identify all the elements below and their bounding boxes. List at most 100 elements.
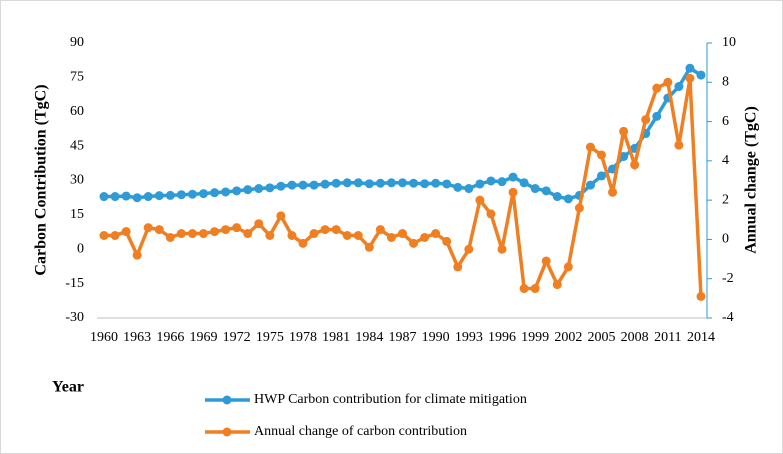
point	[585, 180, 595, 190]
point	[630, 160, 640, 170]
point	[199, 229, 208, 239]
legend-label: Annual change of carbon contribution	[254, 424, 467, 439]
point	[298, 238, 308, 248]
point	[121, 191, 131, 201]
point	[541, 186, 551, 196]
point	[254, 184, 264, 194]
x-tick-label: 1972	[223, 330, 251, 345]
point	[519, 178, 529, 188]
point	[497, 244, 507, 254]
point	[132, 193, 142, 203]
point	[132, 250, 142, 260]
point	[165, 232, 175, 242]
point	[298, 180, 308, 190]
point	[110, 231, 120, 240]
y2-tick-label: 6	[722, 114, 729, 129]
point	[375, 178, 385, 188]
y2-tick-label: 10	[722, 35, 736, 50]
x-tick-label: 2008	[621, 330, 649, 345]
y-tick-label: 45	[70, 138, 84, 153]
point	[320, 179, 330, 189]
point	[641, 115, 651, 125]
y-tick-label: 90	[70, 35, 84, 50]
point	[187, 189, 197, 199]
x-tick-label: 1987	[389, 330, 417, 345]
point	[176, 229, 186, 239]
point	[608, 187, 618, 197]
y-tick-label: 15	[70, 207, 84, 222]
point	[442, 236, 452, 246]
point	[420, 232, 430, 242]
point	[508, 172, 518, 182]
x-tick-label: 1978	[289, 330, 317, 345]
point	[398, 229, 407, 239]
x-tick-label: 1999	[521, 330, 549, 345]
point	[121, 227, 131, 237]
x-tick-label: 2011	[654, 330, 681, 345]
point	[221, 187, 231, 197]
y-axis-label: Carbon Contribution (TgC)	[33, 84, 50, 275]
x-tick-label: 1990	[422, 330, 450, 345]
point	[276, 211, 286, 221]
point	[453, 182, 463, 192]
point	[497, 177, 507, 187]
y2-tick-label: -2	[722, 271, 734, 286]
point	[442, 179, 452, 189]
point	[143, 223, 153, 233]
point	[276, 181, 286, 191]
point	[508, 187, 518, 197]
y-tick-label: -30	[65, 310, 84, 325]
point	[353, 231, 363, 240]
point	[199, 189, 208, 199]
point	[99, 192, 109, 202]
x-tick-label: 2014	[687, 330, 715, 345]
y2-tick-label: 0	[722, 232, 729, 247]
point	[99, 231, 109, 240]
x-tick-label: 1969	[190, 330, 218, 345]
point	[221, 225, 231, 235]
point	[287, 231, 297, 240]
legend-marker	[222, 395, 232, 405]
point	[696, 70, 706, 80]
point	[585, 142, 595, 152]
point	[287, 180, 297, 190]
y-tick-label: 60	[70, 104, 84, 119]
point	[464, 184, 474, 194]
point	[342, 231, 352, 240]
y2-tick-label: 4	[722, 153, 729, 168]
point	[619, 151, 629, 161]
point	[210, 188, 220, 198]
point	[563, 194, 573, 204]
point	[475, 179, 485, 189]
point	[375, 225, 385, 235]
point	[652, 83, 662, 93]
point	[176, 190, 186, 200]
point	[232, 186, 242, 196]
point	[309, 180, 319, 190]
point	[409, 238, 419, 248]
legend-label: HWP Carbon contribution for climate miti…	[254, 392, 527, 407]
point	[663, 77, 673, 87]
point	[110, 192, 120, 202]
x-tick-label: 1975	[256, 330, 284, 345]
point	[386, 232, 396, 242]
y2-tick-label: 2	[722, 192, 729, 207]
point	[154, 225, 164, 235]
legend-marker	[222, 427, 232, 437]
point	[243, 229, 253, 239]
y-tick-label: 75	[70, 70, 84, 85]
y-tick-label: 0	[77, 241, 84, 256]
point	[331, 178, 341, 188]
point	[165, 190, 175, 200]
point	[530, 184, 540, 194]
point	[519, 284, 529, 294]
point	[353, 178, 363, 188]
point	[552, 280, 562, 290]
point	[409, 178, 419, 188]
point	[619, 126, 629, 136]
point	[243, 185, 253, 195]
point	[674, 82, 684, 92]
point	[475, 195, 485, 205]
point	[320, 225, 330, 235]
